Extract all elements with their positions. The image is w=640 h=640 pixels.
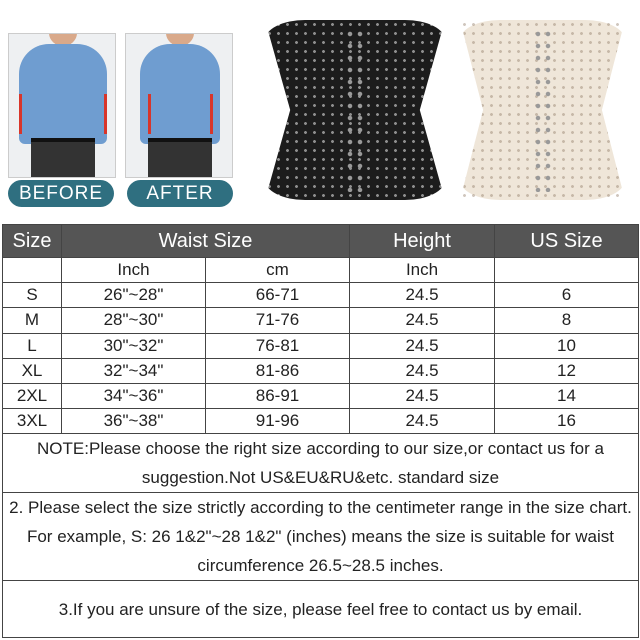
table-cell: L bbox=[2, 332, 62, 359]
after-label: AFTER bbox=[127, 180, 233, 207]
table-cell: 81-86 bbox=[204, 357, 351, 384]
table-cell: 71-76 bbox=[204, 307, 351, 334]
table-cell: 12 bbox=[494, 357, 640, 384]
table-cell: 2XL bbox=[2, 382, 62, 410]
table-row: M 28"~30" 71-76 24.5 8 bbox=[2, 307, 640, 334]
table-row: 3XL 36"~38" 91-96 24.5 16 bbox=[2, 408, 640, 435]
table-row: S 26"~28" 66-71 24.5 6 bbox=[2, 282, 640, 309]
table-cell: 16 bbox=[494, 408, 640, 435]
table-cell: 26"~28" bbox=[61, 282, 206, 309]
table-cell: 10 bbox=[494, 332, 640, 359]
subheader-cell bbox=[2, 256, 62, 284]
header-us-size: US Size bbox=[494, 224, 640, 258]
note-3: 3.If you are unsure of the size, please … bbox=[1, 580, 640, 639]
header-row: Size Waist Size Height US Size bbox=[2, 224, 640, 258]
table-cell: 24.5 bbox=[349, 282, 496, 309]
table-cell: 24.5 bbox=[349, 382, 496, 410]
table-cell: M bbox=[2, 307, 62, 334]
before-label: BEFORE bbox=[8, 180, 114, 207]
table-cell: 14 bbox=[494, 382, 640, 410]
note-2: 2. Please select the size strictly accor… bbox=[1, 492, 640, 582]
subheader-cell bbox=[494, 256, 640, 284]
subheader-cell: Inch bbox=[349, 256, 496, 284]
table-cell: 91-96 bbox=[204, 408, 351, 435]
table-cell: 8 bbox=[494, 307, 640, 334]
header-height: Height bbox=[349, 224, 496, 258]
table-row: L 30"~32" 76-81 24.5 10 bbox=[2, 332, 640, 359]
table-cell: 66-71 bbox=[204, 282, 351, 309]
after-photo bbox=[125, 33, 233, 178]
table-cell: 86-91 bbox=[204, 382, 351, 410]
subheader-cell: cm bbox=[204, 256, 351, 284]
subheader-row: Inch cm Inch bbox=[2, 256, 640, 284]
table-cell: 24.5 bbox=[349, 357, 496, 384]
table-cell: XL bbox=[2, 357, 62, 384]
table-row: 2XL 34"~36" 86-91 24.5 14 bbox=[2, 382, 640, 410]
header-waist: Waist Size bbox=[60, 224, 351, 258]
before-photo bbox=[8, 33, 116, 178]
table-cell: 3XL bbox=[2, 408, 62, 435]
table-cell: 28"~30" bbox=[61, 307, 206, 334]
table-cell: 24.5 bbox=[349, 332, 496, 359]
table-cell: 24.5 bbox=[349, 307, 496, 334]
table-cell: S bbox=[2, 282, 62, 309]
table-cell: 24.5 bbox=[349, 408, 496, 435]
table-cell: 6 bbox=[494, 282, 640, 309]
note-1: NOTE:Please choose the right size accord… bbox=[1, 433, 640, 494]
table-cell: 32"~34" bbox=[61, 357, 206, 384]
beige-corset-image bbox=[460, 20, 625, 200]
black-corset-image bbox=[265, 20, 445, 200]
table-cell: 34"~36" bbox=[61, 382, 206, 410]
table-cell: 76-81 bbox=[204, 332, 351, 359]
table-row: XL 32"~34" 81-86 24.5 12 bbox=[2, 357, 640, 384]
table-cell: 36"~38" bbox=[61, 408, 206, 435]
size-chart-table: Size Waist Size Height US Size Inch cm I… bbox=[1, 224, 640, 639]
subheader-cell: Inch bbox=[61, 256, 206, 284]
table-cell: 30"~32" bbox=[61, 332, 206, 359]
header-size: Size bbox=[2, 224, 62, 258]
